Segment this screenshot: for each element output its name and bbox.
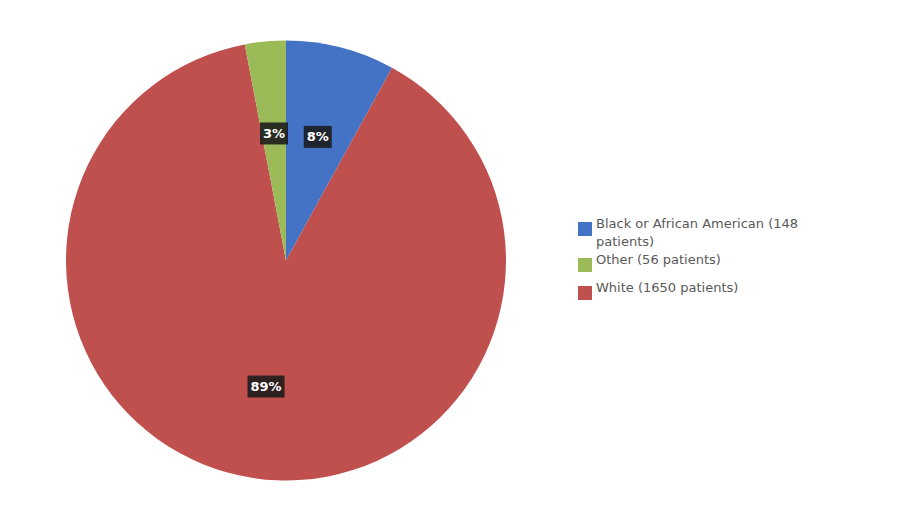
svg-text:8%: 8% bbox=[307, 129, 329, 144]
html-text:White (1650 patients): White (1650 patients) bbox=[596, 279, 739, 295]
html-text:Other (56 patients): Other (56 patients) bbox=[596, 251, 721, 267]
svg-text:3%: 3% bbox=[263, 126, 285, 141]
html-text:Black or African American (148: Black or African American (148 patients) bbox=[596, 215, 799, 249]
svg-text:89%: 89% bbox=[250, 379, 281, 394]
